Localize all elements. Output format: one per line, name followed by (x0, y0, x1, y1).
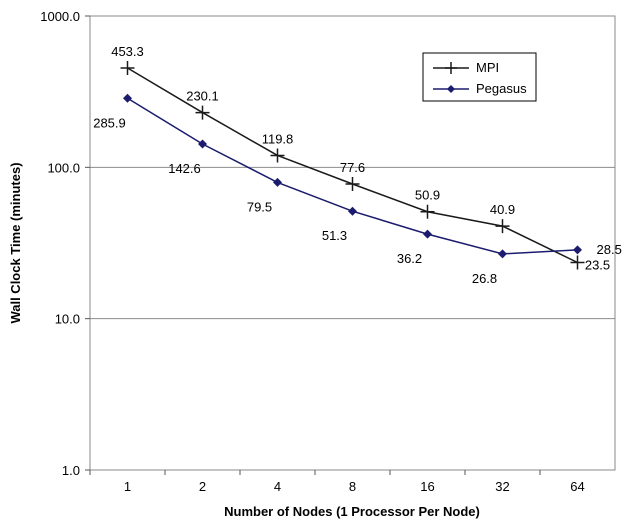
point-marker-pegasus (198, 139, 207, 149)
data-label-mpi: 119.8 (262, 131, 294, 146)
y-tick-label: 10.0 (55, 312, 80, 327)
point-marker-pegasus (423, 229, 432, 239)
data-label-pegasus: 142.6 (168, 161, 201, 176)
point-marker-mpi (570, 255, 585, 270)
y-tick-label: 1.0 (62, 463, 80, 478)
x-tick-label: 1 (124, 479, 131, 494)
legend-pegasus-label: Pegasus (476, 81, 527, 96)
x-tick-label: 2 (199, 479, 206, 494)
data-label-pegasus: 26.8 (472, 271, 497, 286)
gridlines (90, 166, 615, 320)
data-label-mpi: 77.6 (340, 160, 365, 175)
data-label-mpi: 453.3 (111, 44, 144, 59)
legend-box (422, 52, 537, 102)
point-marker-pegasus (573, 245, 582, 255)
point-marker-mpi (420, 204, 435, 219)
plot-area (89, 15, 616, 471)
data-label-pegasus: 36.2 (397, 251, 422, 266)
legend-mpi-label: MPI (476, 60, 499, 75)
data-label-pegasus: 28.5 (597, 242, 622, 257)
legend-mpi-marker (445, 62, 457, 74)
x-tick-label: 4 (274, 479, 281, 494)
point-marker-pegasus (498, 249, 507, 259)
point-marker-pegasus (273, 177, 282, 187)
x-tick-label: 16 (420, 479, 434, 494)
data-label-mpi: 50.9 (415, 188, 440, 203)
data-label-pegasus: 285.9 (93, 115, 126, 130)
data-label-pegasus: 79.5 (247, 199, 272, 214)
point-marker-pegasus (348, 206, 357, 216)
legend: MPI Pegasus (422, 52, 537, 102)
point-marker-mpi (345, 177, 360, 192)
data-label-mpi: 23.5 (585, 258, 610, 273)
x-axis-title: Number of Nodes (1 Processor Per Node) (224, 504, 480, 519)
y-tick-label: 1000.0 (40, 9, 80, 24)
data-label-mpi: 230.1 (186, 89, 219, 104)
point-marker-pegasus (123, 93, 132, 103)
point-marker-mpi (120, 61, 135, 76)
point-marker-mpi (270, 148, 285, 163)
data-label-mpi: 40.9 (490, 202, 515, 217)
x-tick-label: 8 (349, 479, 356, 494)
y-axis-title: Wall Clock Time (minutes) (8, 162, 23, 323)
legend-pegasus-marker (447, 85, 455, 93)
y-tick-label: 100.0 (47, 160, 80, 175)
x-tick-label: 32 (495, 479, 509, 494)
series-lines (120, 61, 585, 270)
axis-ticks: 1.0 10.0 100.0 1000.0 1 2 4 8 16 32 64 (40, 9, 585, 494)
data-label-pegasus: 51.3 (322, 228, 347, 243)
point-marker-mpi (495, 219, 510, 234)
point-marker-mpi (195, 105, 210, 120)
data-labels: 453.3 230.1 119.8 77.6 50.9 40.9 23.5 285.9 142.… (93, 44, 622, 286)
x-tick-label: 64 (570, 479, 584, 494)
